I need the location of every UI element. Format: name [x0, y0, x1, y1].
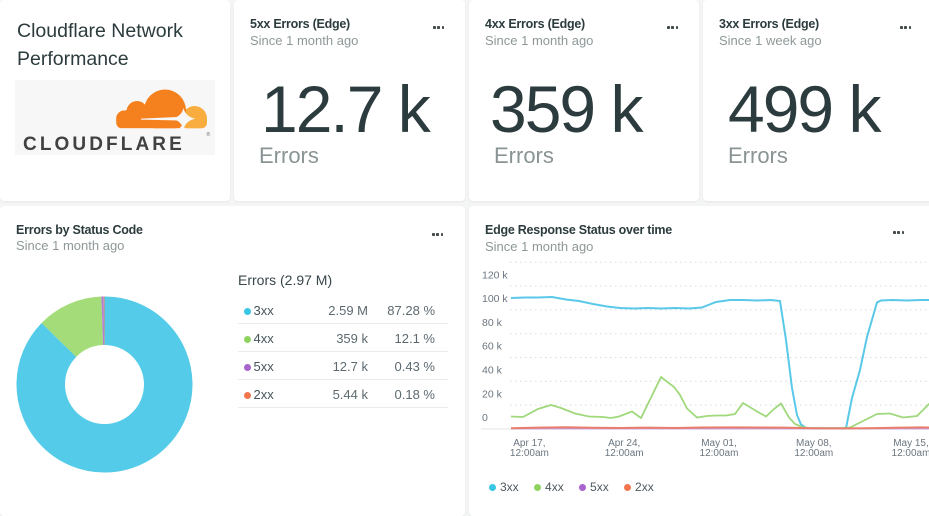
svg-text:120 k: 120 k	[482, 269, 508, 281]
svg-text:20 k: 20 k	[482, 388, 503, 400]
svg-text:®: ®	[207, 131, 211, 138]
svg-text:40 k: 40 k	[482, 365, 503, 377]
svg-text:80 k: 80 k	[482, 317, 503, 329]
svg-text:60 k: 60 k	[482, 341, 503, 353]
svg-text:0: 0	[482, 412, 488, 424]
svg-text:CLOUDFLARE: CLOUDFLARE	[23, 134, 185, 155]
svg-text:100 k: 100 k	[482, 293, 508, 305]
